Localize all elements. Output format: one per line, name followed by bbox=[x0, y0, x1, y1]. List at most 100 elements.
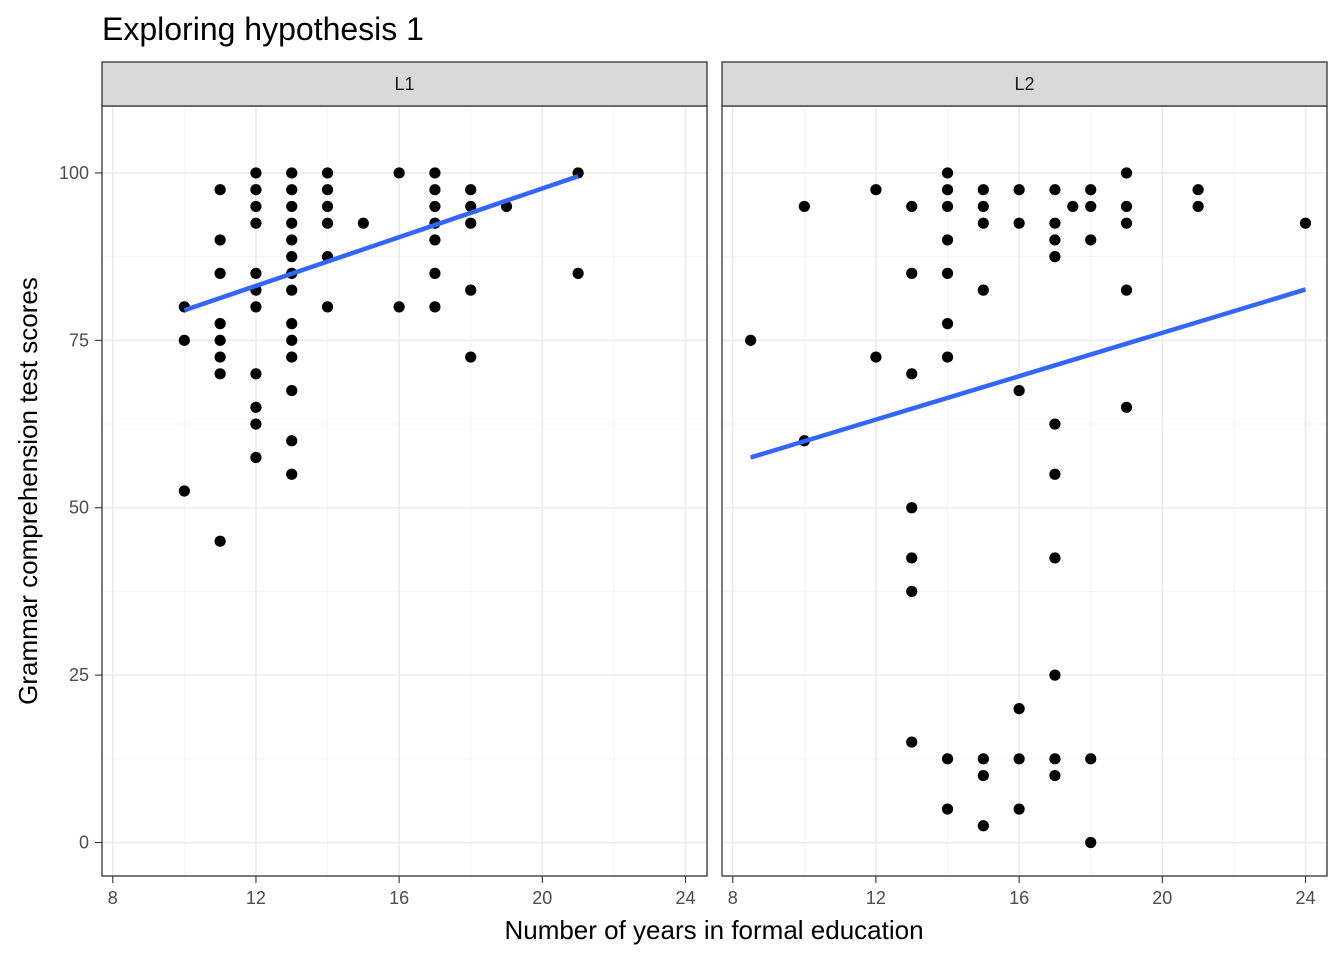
data-point bbox=[977, 284, 989, 296]
data-point bbox=[1120, 401, 1133, 413]
data-point bbox=[1299, 217, 1312, 229]
panel-background bbox=[102, 106, 707, 876]
data-point bbox=[214, 267, 226, 279]
x-tick-label: 12 bbox=[246, 888, 266, 908]
data-point bbox=[941, 318, 954, 330]
data-point bbox=[1049, 769, 1061, 782]
data-point bbox=[286, 167, 298, 179]
data-point bbox=[1013, 803, 1025, 815]
data-point bbox=[1049, 669, 1061, 681]
data-point bbox=[906, 736, 918, 748]
chart-title: Exploring hypothesis 1 bbox=[102, 11, 424, 47]
data-point bbox=[214, 234, 226, 246]
data-point bbox=[214, 535, 226, 547]
data-point bbox=[1013, 753, 1025, 765]
facet-strip bbox=[101, 61, 708, 107]
data-point bbox=[1049, 552, 1061, 564]
data-point bbox=[941, 753, 954, 765]
data-point bbox=[250, 368, 262, 380]
data-point bbox=[393, 167, 405, 179]
data-point bbox=[286, 234, 298, 246]
data-point bbox=[1049, 217, 1061, 229]
data-point bbox=[286, 435, 298, 447]
data-point bbox=[977, 753, 989, 765]
y-axis-title: Grammar comprehension test scores bbox=[13, 277, 43, 705]
data-point bbox=[941, 267, 954, 279]
data-point bbox=[465, 200, 477, 213]
panel-background bbox=[722, 106, 1327, 876]
data-point bbox=[286, 318, 298, 330]
data-point bbox=[286, 351, 298, 363]
x-tick-label: 24 bbox=[1296, 888, 1316, 908]
fit-line bbox=[183, 174, 579, 313]
x-tick-label: 16 bbox=[1009, 888, 1029, 908]
panels: 0 25 50 75 100 L1 8 12 16 20 24 L2 8 12 16 20 24 bbox=[59, 61, 1328, 908]
data-point bbox=[977, 217, 989, 229]
data-point bbox=[321, 301, 334, 313]
x-tick-label: 8 bbox=[728, 888, 738, 908]
data-point bbox=[977, 184, 989, 196]
data-point bbox=[906, 267, 918, 279]
facet-panel-l2: L2 8 12 16 20 24 bbox=[721, 61, 1328, 908]
data-point bbox=[1120, 167, 1133, 179]
data-point bbox=[429, 301, 441, 313]
data-point bbox=[178, 334, 190, 346]
facet-strip-label: L1 bbox=[394, 74, 414, 94]
data-point bbox=[1013, 184, 1025, 196]
data-point bbox=[178, 485, 190, 497]
data-point bbox=[286, 217, 298, 229]
y-tick-label: 0 bbox=[79, 833, 89, 853]
data-point bbox=[250, 418, 262, 430]
data-point bbox=[1085, 234, 1097, 246]
data-point bbox=[286, 334, 298, 346]
data-point bbox=[321, 217, 334, 229]
data-point bbox=[745, 334, 757, 346]
data-point bbox=[941, 184, 954, 196]
data-point bbox=[321, 167, 334, 179]
data-point bbox=[214, 184, 226, 196]
data-point bbox=[250, 217, 262, 229]
data-point bbox=[1013, 703, 1025, 715]
data-point bbox=[798, 200, 810, 213]
data-point bbox=[393, 301, 405, 313]
data-point bbox=[1085, 753, 1097, 765]
data-point bbox=[357, 217, 369, 229]
data-point bbox=[1013, 217, 1025, 229]
x-tick-label: 20 bbox=[532, 888, 552, 908]
data-point bbox=[977, 769, 989, 782]
data-point bbox=[1085, 200, 1097, 213]
data-point bbox=[286, 284, 298, 296]
data-point bbox=[572, 267, 584, 279]
data-point bbox=[214, 368, 226, 380]
data-point bbox=[286, 384, 298, 397]
data-point bbox=[465, 184, 477, 196]
facet-strip-label: L2 bbox=[1014, 74, 1034, 94]
data-point bbox=[429, 167, 441, 179]
data-point bbox=[1049, 184, 1061, 196]
data-point bbox=[941, 351, 954, 363]
data-point bbox=[250, 301, 262, 313]
data-point bbox=[1049, 418, 1061, 430]
x-tick-label: 16 bbox=[389, 888, 409, 908]
x-tick-label: 8 bbox=[108, 888, 118, 908]
y-tick-label: 50 bbox=[69, 498, 89, 518]
data-point bbox=[1049, 753, 1061, 765]
data-point bbox=[1120, 200, 1133, 213]
data-point bbox=[321, 184, 334, 196]
y-tick-label: 75 bbox=[69, 330, 89, 350]
data-point bbox=[465, 284, 477, 296]
data-point bbox=[214, 318, 226, 330]
data-point bbox=[429, 200, 441, 213]
data-point bbox=[1013, 384, 1025, 397]
data-point bbox=[906, 368, 918, 380]
data-point bbox=[214, 334, 226, 346]
x-tick-label: 20 bbox=[1152, 888, 1172, 908]
facet-panel-l1: L1 8 12 16 20 24 bbox=[101, 61, 708, 908]
data-point bbox=[286, 251, 298, 263]
data-point bbox=[429, 234, 441, 246]
data-point bbox=[1120, 284, 1133, 296]
data-point bbox=[870, 351, 882, 363]
data-point bbox=[429, 184, 441, 196]
data-point bbox=[321, 200, 334, 213]
